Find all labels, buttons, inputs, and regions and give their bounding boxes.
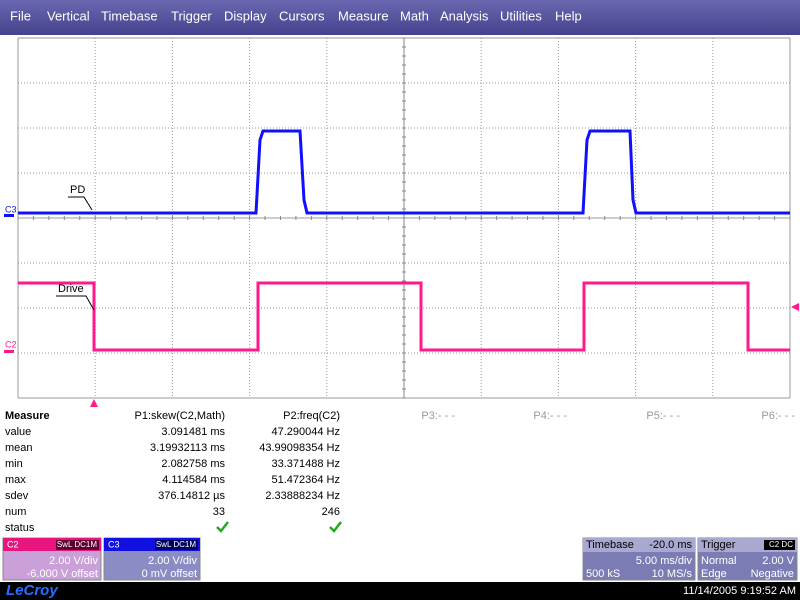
menu-item[interactable]: Help xyxy=(555,8,582,23)
timebase-title: Timebase xyxy=(586,539,634,551)
measure-value: 43.99098354 Hz xyxy=(259,442,340,454)
column-header: P3:- - - xyxy=(421,410,455,422)
menu-item[interactable]: Math xyxy=(400,8,429,23)
menu-item[interactable]: Measure xyxy=(338,8,389,23)
row-label: min xyxy=(5,458,23,470)
c2-trace xyxy=(18,281,790,352)
trigger-title: Trigger xyxy=(701,539,736,551)
measure-value: 4.114584 ms xyxy=(162,474,225,486)
menu-bar xyxy=(0,0,800,35)
status-bar xyxy=(0,582,800,600)
measure-value: 3.19932113 ms xyxy=(150,442,226,454)
menu-item[interactable]: Cursors xyxy=(279,8,325,23)
timebase-box[interactable]: Timebase -20.0 ms 5.00 ms/div 500 kS 10 … xyxy=(582,537,696,581)
label-leader xyxy=(68,196,93,211)
measure-title: Measure xyxy=(5,410,50,422)
c3-trace xyxy=(18,129,790,215)
row-label: status xyxy=(5,522,35,534)
trigger-slope: Negative xyxy=(751,568,794,580)
row-label: sdev xyxy=(5,490,29,502)
measure-value: 3.091481 ms xyxy=(161,426,225,438)
trigger-type: Edge xyxy=(701,568,727,580)
channel-marker-bar xyxy=(4,350,14,353)
column-header: P6:- - - xyxy=(761,410,795,422)
channel-name: C2 xyxy=(7,539,19,549)
channel-scale: 2.00 V/div xyxy=(148,555,197,567)
timebase-scale: 5.00 ms/div xyxy=(636,555,693,567)
channel-scale: 2.00 V/div xyxy=(49,555,98,567)
trigger-box[interactable]: Trigger C2 DC Normal 2.00 V Edge Negativ… xyxy=(697,537,798,581)
channel-marker-bar xyxy=(4,214,14,217)
channel-offset: -6.000 V offset xyxy=(27,568,98,580)
measure-value: 2.082758 ms xyxy=(161,458,225,470)
status-ok xyxy=(216,521,229,533)
brand-logo: LeCroy xyxy=(6,582,58,599)
channel-c2-box[interactable]: C2 SwL DC1M 2.00 V/div -6.000 V offset xyxy=(2,537,102,581)
row-label: mean xyxy=(5,442,33,454)
measure-value: 33 xyxy=(213,506,225,518)
channel-marker: C3 xyxy=(5,204,17,214)
channel-offset: 0 mV offset xyxy=(142,568,197,580)
column-header: P5:- - - xyxy=(646,410,680,422)
timebase-samples: 500 kS xyxy=(586,568,620,580)
measure-value: 47.290044 Hz xyxy=(272,426,341,438)
trigger-level: 2.00 V xyxy=(762,555,794,567)
channel-name: C3 xyxy=(108,539,120,549)
measure-value: 376.14812 µs xyxy=(158,490,225,502)
measure-value: 246 xyxy=(322,506,340,518)
trigger-position xyxy=(90,399,98,407)
menu-item[interactable]: Timebase xyxy=(101,8,158,23)
measure-table: Measure status P1:skew(C2,Math) P2:freq(C… xyxy=(5,410,795,534)
measure-value: 2.33888234 Hz xyxy=(265,490,340,502)
menu-item[interactable]: Display xyxy=(224,8,267,23)
trace-label: Drive xyxy=(58,283,84,295)
menu-item[interactable]: Analysis xyxy=(440,8,489,23)
grid xyxy=(17,37,791,399)
timestamp: 11/14/2005 9:19:52 AM xyxy=(683,585,796,597)
menu-item[interactable]: Trigger xyxy=(171,8,212,23)
measure-value: 51.472364 Hz xyxy=(272,474,341,486)
channel-c3-box[interactable]: C3 SwL DC1M 2.00 V/div 0 mV offset xyxy=(103,537,201,581)
trigger-mode: Normal xyxy=(701,555,736,567)
menu-item[interactable]: File xyxy=(10,8,31,23)
menu-item[interactable]: Vertical xyxy=(47,8,90,23)
channel-marker: C2 xyxy=(5,339,17,349)
channel-coupling: SwL DC1M xyxy=(156,540,196,549)
row-label: num xyxy=(5,506,26,518)
column-header: P4:- - - xyxy=(533,410,567,422)
column-header: P2:freq(C2) xyxy=(283,410,340,422)
row-label: max xyxy=(5,474,26,486)
menu-item[interactable]: Utilities xyxy=(500,8,542,23)
row-label: value xyxy=(5,426,31,438)
trigger-level xyxy=(791,303,799,311)
measure-value: 33.371488 Hz xyxy=(272,458,341,470)
timebase-rate: 10 MS/s xyxy=(652,568,693,580)
trace-label: PD xyxy=(70,184,85,196)
timebase-delay: -20.0 ms xyxy=(649,539,692,551)
status-ok xyxy=(329,521,342,533)
trigger-source: C2 DC xyxy=(769,540,793,549)
label-leader xyxy=(56,295,95,311)
channel-coupling: SwL DC1M xyxy=(57,540,97,549)
column-header: P1:skew(C2,Math) xyxy=(135,410,225,422)
